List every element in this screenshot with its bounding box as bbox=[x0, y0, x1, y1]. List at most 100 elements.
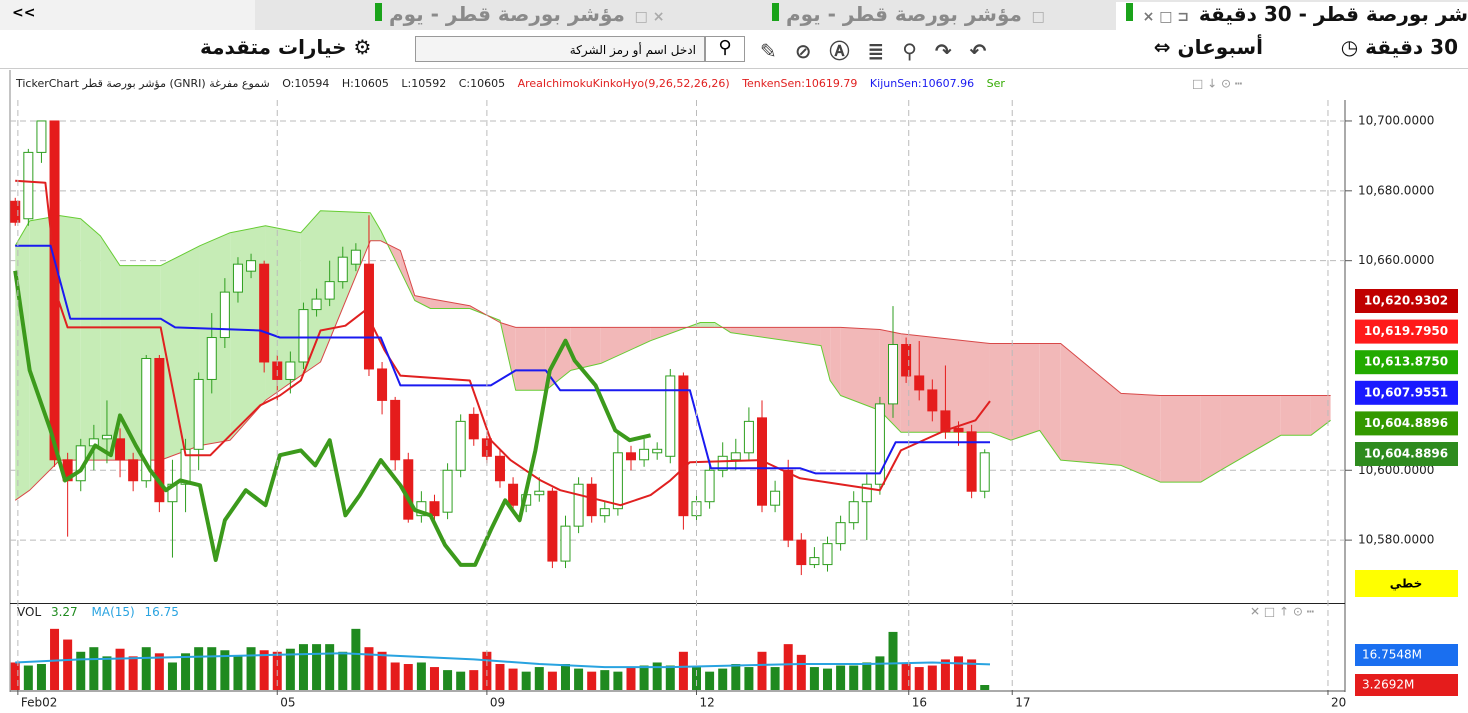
candle-body bbox=[311, 298, 322, 311]
price-label-box bbox=[1355, 350, 1458, 375]
volume-bar bbox=[390, 662, 400, 690]
candle-body bbox=[390, 399, 401, 461]
x-tick-label: 17 bbox=[1015, 696, 1030, 710]
volume-bar bbox=[443, 670, 453, 690]
volume-bar bbox=[89, 647, 99, 690]
x-tick-label: 16 bbox=[912, 696, 927, 710]
toolbar-icons[interactable]: ↶↷⚲≣Ⓐ⊘✎ bbox=[760, 39, 1005, 63]
volume-bar bbox=[954, 656, 964, 690]
cloud bbox=[1039, 343, 1061, 461]
volume-bar bbox=[325, 644, 335, 690]
x-tick-label: Feb02 bbox=[21, 696, 58, 710]
active-tab[interactable]: شر بورصة قطر - 30 دقيقة ⊏ □ × bbox=[1115, 2, 1468, 30]
tab[interactable]: × □ مؤشر بورصة قطر - يوم bbox=[375, 2, 665, 26]
cloud bbox=[1200, 395, 1221, 483]
tab[interactable]: □ مؤشر بورصة قطر - يوم bbox=[772, 2, 1045, 26]
search-box[interactable]: ادخل اسم أو رمز الشركة bbox=[415, 36, 705, 62]
volume-bar bbox=[181, 653, 191, 690]
candle-body bbox=[586, 483, 597, 517]
toolbar: 30 دقيقة ◷ أسبوعان ⇔ ↶↷⚲≣Ⓐ⊘✎ ادخل اسم أو… bbox=[0, 30, 1468, 69]
panel-icons[interactable]: □ ↓ ⊙ ┅ bbox=[1192, 77, 1242, 91]
cloud bbox=[1120, 393, 1161, 483]
indicator-line bbox=[15, 244, 990, 475]
candle-body bbox=[625, 452, 636, 461]
volume-bar bbox=[626, 667, 636, 690]
volume-bar bbox=[312, 644, 322, 690]
vol-legend: VOL 3.27 MA(15) 16.75 bbox=[17, 605, 179, 619]
tab-bar: << × □ مؤشر بورصة قطر - يوم □ مؤشر بورصة… bbox=[0, 0, 1468, 30]
volume-bar bbox=[914, 667, 924, 690]
candle-body bbox=[835, 522, 846, 545]
cloud bbox=[989, 343, 1011, 441]
candle-body bbox=[206, 337, 217, 380]
candle-body bbox=[232, 263, 243, 293]
volume-bar bbox=[678, 651, 688, 690]
volume-bar bbox=[76, 651, 86, 690]
cloud bbox=[820, 327, 831, 381]
info: H:10605 bbox=[341, 77, 389, 90]
volume-bar bbox=[783, 644, 793, 690]
cloud bbox=[1060, 343, 1121, 466]
volume-bar bbox=[429, 667, 439, 690]
advanced-button[interactable]: ⚙ خطيخيارات متقدمة bbox=[200, 35, 372, 59]
candle-body bbox=[377, 368, 388, 401]
volume-bar bbox=[285, 648, 295, 690]
cloud bbox=[1310, 395, 1331, 436]
volume-bar bbox=[705, 671, 715, 690]
volume-bar bbox=[875, 656, 885, 690]
price-label: 10,613.8750 bbox=[1364, 355, 1448, 369]
range: أسبوعان bbox=[1177, 35, 1263, 59]
chart-type-box[interactable] bbox=[1355, 570, 1458, 597]
candle-body bbox=[154, 357, 165, 503]
back-button[interactable]: << bbox=[12, 5, 36, 21]
volume-bar bbox=[521, 671, 531, 690]
advanced: خيارات متقدمة bbox=[200, 35, 347, 59]
tab-title: مؤشر بورصة قطر - يوم bbox=[388, 2, 625, 26]
volume-bar bbox=[115, 648, 125, 690]
volume-bar bbox=[128, 656, 138, 690]
cloud bbox=[265, 225, 301, 401]
price-label: 10,604.8896 bbox=[1364, 447, 1448, 461]
interval-button[interactable]: 30 دقيقة ◷ bbox=[1340, 35, 1458, 59]
candle-body bbox=[861, 483, 872, 503]
candle-body bbox=[534, 490, 545, 496]
candle-body bbox=[324, 281, 335, 300]
volume-bar bbox=[560, 664, 570, 690]
ma-value: 16.75 bbox=[145, 605, 179, 619]
volume-bar bbox=[364, 647, 374, 690]
cloud bbox=[414, 295, 431, 309]
vol-value: 3.27 bbox=[51, 605, 78, 619]
volume-bar bbox=[10, 662, 20, 690]
volume-bar bbox=[102, 656, 112, 690]
candle-body bbox=[730, 452, 741, 461]
cloud bbox=[700, 322, 715, 328]
ma-line bbox=[15, 652, 991, 669]
volume-bar bbox=[901, 662, 911, 690]
chart-type-label: خطي bbox=[1390, 577, 1422, 591]
search-button[interactable]: ⚲ bbox=[705, 36, 745, 62]
range-button[interactable]: أسبوعان ⇔ bbox=[1153, 35, 1263, 59]
candle-body bbox=[914, 375, 925, 391]
volume-bar bbox=[298, 644, 308, 690]
price-label-box bbox=[1355, 442, 1458, 466]
candle-body bbox=[455, 420, 466, 471]
candle-body bbox=[822, 543, 833, 566]
panel-icons[interactable]: ✕ □ ↑ ⊙ ┅ bbox=[1250, 605, 1314, 619]
candle-body bbox=[599, 508, 610, 517]
volume-bar bbox=[220, 650, 230, 690]
candle-body bbox=[560, 525, 571, 562]
volume-bar bbox=[600, 670, 610, 690]
candle-body bbox=[573, 483, 584, 527]
candle-body bbox=[639, 448, 650, 461]
volume-bar bbox=[246, 647, 256, 690]
cloud bbox=[515, 327, 546, 391]
cloud bbox=[730, 327, 821, 346]
volume-bar bbox=[927, 665, 937, 690]
candle-body bbox=[337, 256, 348, 283]
candle-body bbox=[219, 291, 230, 339]
y-tick-label: 10,680.0000 bbox=[1358, 183, 1434, 197]
volume-bar bbox=[888, 631, 898, 690]
span-a-line bbox=[14, 210, 1331, 483]
volume-bar bbox=[796, 654, 806, 690]
volume-bar bbox=[862, 662, 872, 690]
